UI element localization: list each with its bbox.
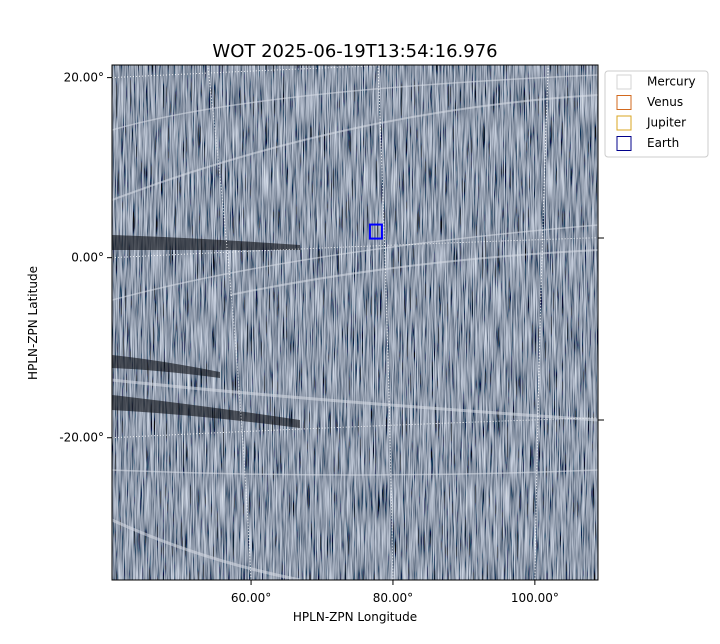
x-tick-label: 100.00° — [511, 591, 559, 605]
grid-line — [377, 65, 394, 580]
legend-label: Jupiter — [646, 116, 686, 130]
legend-label: Venus — [647, 95, 683, 109]
legend-swatch — [616, 74, 632, 90]
legend-swatch — [616, 115, 632, 131]
image-texture — [112, 65, 598, 580]
y-tick-label: 20.00° — [64, 71, 104, 85]
grid-line — [112, 417, 598, 439]
y-tick-label: -20.00° — [59, 431, 104, 445]
y-tick-label: 0.00° — [71, 251, 104, 265]
grid-line — [112, 237, 598, 259]
legend-swatch — [616, 95, 632, 110]
x-tick-label: 80.00° — [373, 591, 413, 605]
legend-swatch — [616, 136, 632, 151]
planet-marker — [368, 223, 383, 240]
plot-frame — [111, 64, 599, 581]
grid-line — [534, 65, 549, 580]
chart-title: WOT 2025-06-19T13:54:16.976 — [212, 41, 497, 62]
y-axis-label: HPLN-ZPN Latitude — [26, 266, 40, 380]
grid-line — [112, 65, 408, 79]
legend-entries: Mercury Venus Jupiter Earth — [646, 75, 696, 151]
grid — [112, 65, 598, 580]
legend-label: Mercury — [647, 75, 696, 89]
legend — [604, 70, 709, 158]
grid-line — [207, 65, 252, 580]
x-axis-label: HPLN-ZPN Longitude — [293, 610, 417, 624]
streak-layer — [112, 74, 598, 580]
legend-label: Earth — [647, 136, 679, 150]
x-tick-label: 60.00° — [231, 591, 271, 605]
dark-bands — [112, 235, 300, 428]
